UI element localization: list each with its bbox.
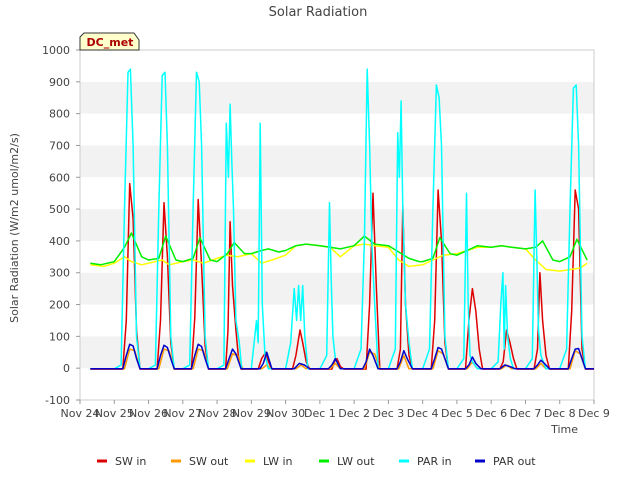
x-tick-label: Dec 6 <box>475 407 507 420</box>
grid-band <box>80 368 594 400</box>
legend-label: LW in <box>263 455 293 468</box>
y-tick-label: 500 <box>49 203 70 216</box>
y-tick-label: 300 <box>49 267 70 280</box>
legend: SW in SW out LW in LW out PAR in PAR out <box>97 455 536 468</box>
x-tick-label: Nov 24 <box>61 407 100 420</box>
y-tick-label: 1000 <box>42 44 70 57</box>
legend-label: SW in <box>115 455 146 468</box>
y-axis-ticks: -100 0 100 200 300 400 500 600 700 800 900 1000 <box>42 44 80 407</box>
legend-item-sw-in: SW in <box>97 455 146 468</box>
chart-title: Solar Radiation <box>269 5 368 20</box>
legend-label: LW out <box>337 455 375 468</box>
y-tick-label: 600 <box>49 171 70 184</box>
x-tick-label: Nov 28 <box>198 407 237 420</box>
legend-item-par-in: PAR in <box>399 455 452 468</box>
y-tick-label: 700 <box>49 139 70 152</box>
x-tick-label: Nov 30 <box>266 407 305 420</box>
x-tick-label: Dec 1 <box>304 407 336 420</box>
legend-item-lw-in: LW in <box>245 455 293 468</box>
x-tick-label: Dec 9 <box>578 407 610 420</box>
grid-band <box>80 177 594 210</box>
y-tick-label: 200 <box>49 299 70 312</box>
y-tick-label: 900 <box>49 76 70 89</box>
grid-band <box>80 145 594 178</box>
x-tick-label: Nov 27 <box>163 407 202 420</box>
annotation-badge: DC_met <box>79 32 140 51</box>
grid-band <box>80 81 594 114</box>
plot-frame <box>79 49 595 401</box>
annotation-text: DC_met <box>87 36 134 49</box>
y-tick-label: 100 <box>49 330 70 343</box>
y-tick-label: 800 <box>49 108 70 121</box>
x-tick-label: Dec 7 <box>510 407 542 420</box>
y-axis-label: Solar Radiation (W/m2 umol/m2/s) <box>8 133 21 323</box>
series-line-par-out <box>90 343 594 370</box>
series-layer <box>90 68 594 370</box>
legend-label: SW out <box>189 455 229 468</box>
legend-item-par-out: PAR out <box>475 455 536 468</box>
x-tick-label: Nov 29 <box>232 407 271 420</box>
grid-band <box>80 209 594 241</box>
x-axis-label: Time <box>550 423 578 436</box>
x-tick-label: Dec 3 <box>373 407 405 420</box>
y-tick-label: -100 <box>45 394 70 407</box>
y-tick-label: 0 <box>63 362 70 375</box>
grid-bands <box>80 50 594 400</box>
grid-band <box>80 272 594 305</box>
y-tick-label: 400 <box>49 235 70 248</box>
x-tick-label: Dec 4 <box>407 407 439 420</box>
legend-label: PAR in <box>417 455 452 468</box>
grid-band <box>80 50 594 82</box>
x-tick-label: Dec 2 <box>338 407 370 420</box>
legend-item-sw-out: SW out <box>171 455 229 468</box>
x-tick-label: Dec 8 <box>544 407 576 420</box>
annotation-box <box>79 32 140 51</box>
grid-band <box>80 113 594 146</box>
grid-band <box>80 304 594 337</box>
x-tick-label: Nov 26 <box>129 407 168 420</box>
x-tick-label: Dec 5 <box>441 407 473 420</box>
legend-item-lw-out: LW out <box>319 455 375 468</box>
x-tick-label: Nov 25 <box>95 407 134 420</box>
legend-label: PAR out <box>493 455 536 468</box>
